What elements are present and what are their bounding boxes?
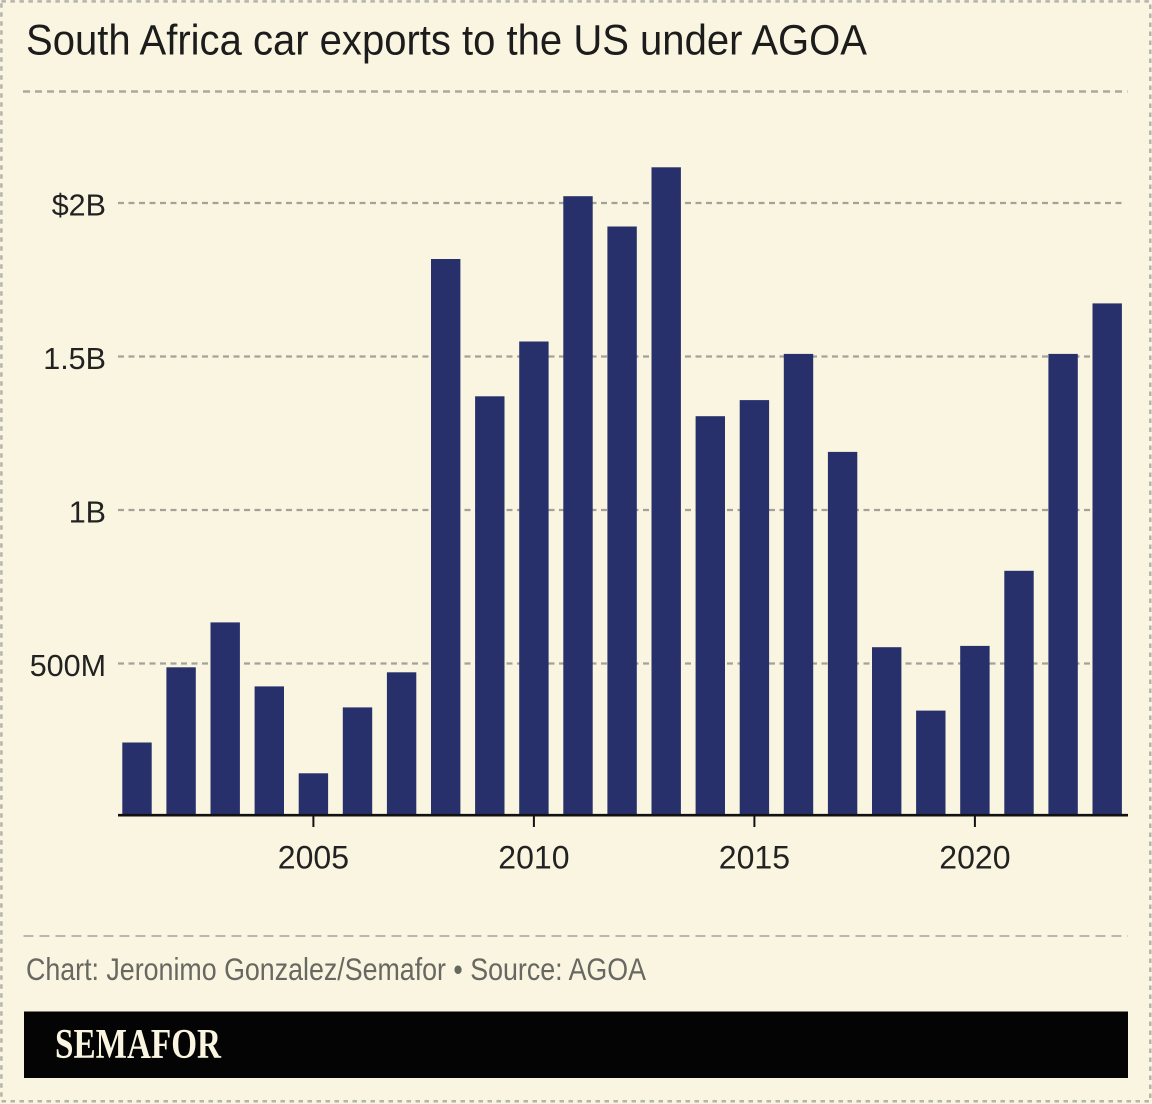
svg-text:2010: 2010 bbox=[498, 840, 569, 876]
svg-text:2020: 2020 bbox=[939, 840, 1010, 876]
svg-text:500M: 500M bbox=[30, 649, 106, 683]
svg-text:1B: 1B bbox=[69, 496, 106, 530]
svg-text:2005: 2005 bbox=[278, 840, 349, 876]
svg-text:South Africa car exports to th: South Africa car exports to the US under… bbox=[26, 18, 868, 65]
svg-text:1.5B: 1.5B bbox=[43, 342, 106, 376]
svg-text:2015: 2015 bbox=[719, 840, 790, 876]
svg-text:$2B: $2B bbox=[52, 189, 106, 223]
svg-text:SEMAFOR: SEMAFOR bbox=[55, 1022, 222, 1068]
svg-text:Chart: Jeronimo Gonzalez/Semaf: Chart: Jeronimo Gonzalez/Semafor • Sourc… bbox=[26, 951, 646, 987]
